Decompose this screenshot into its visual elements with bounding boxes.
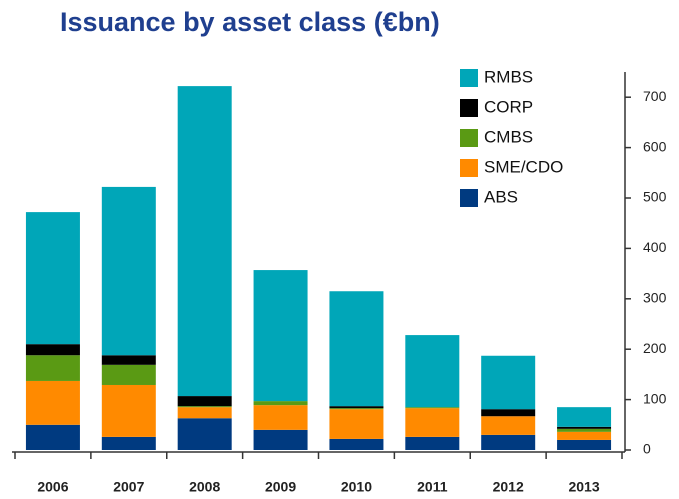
bar-segment [481, 355, 536, 410]
bar-segment [329, 408, 384, 410]
y-tick-label: 200 [643, 340, 667, 356]
bar-segment [405, 407, 460, 409]
bar-segment [25, 344, 80, 356]
bar-segment [177, 86, 232, 397]
y-tick-label: 700 [643, 88, 667, 104]
bar-segment [25, 424, 80, 450]
bar-segment [405, 408, 460, 437]
bar-segment [557, 439, 612, 450]
legend-label: ABS [484, 187, 518, 206]
x-tick-label: 2008 [189, 479, 220, 495]
legend-swatch [460, 129, 478, 147]
bar-segment [253, 401, 308, 406]
x-tick-label: 2009 [265, 479, 296, 495]
bar-segment [25, 212, 80, 345]
bar-segment [101, 436, 156, 450]
bar-segment [329, 291, 384, 407]
legend-swatch [460, 99, 478, 117]
bar-segment [253, 405, 308, 430]
x-tick-label: 2007 [113, 479, 144, 495]
bar-segment [177, 418, 232, 450]
legend-label: SME/CDO [484, 157, 563, 176]
legend-swatch [460, 69, 478, 87]
bar-segment [177, 396, 232, 407]
bar-segment [405, 335, 460, 408]
bar-segment [101, 355, 156, 365]
y-tick-label: 300 [643, 290, 667, 306]
x-tick-label: 2006 [37, 479, 68, 495]
bar-segment [329, 406, 384, 409]
bar-segment [253, 270, 308, 402]
bar-segment [329, 409, 384, 439]
x-tick-label: 2010 [341, 479, 372, 495]
bar-segment [481, 416, 536, 435]
x-tick-label: 2011 [417, 479, 448, 495]
legend-label: CORP [484, 97, 533, 116]
bar-segment [177, 407, 232, 419]
bar-segment [405, 436, 460, 450]
bar-segment [101, 384, 156, 437]
bar-segment [557, 407, 612, 427]
bar-segment [253, 429, 308, 450]
x-tick-label: 2013 [568, 479, 599, 495]
y-tick-label: 0 [643, 441, 651, 457]
y-tick-label: 600 [643, 138, 667, 154]
chart-title: Issuance by asset class (€bn) [60, 7, 440, 37]
bar-segment [25, 355, 80, 381]
y-tick-label: 500 [643, 189, 667, 205]
bar-segment [557, 431, 612, 440]
x-tick-label: 2012 [493, 479, 524, 495]
bar-segment [101, 186, 156, 356]
bar-segment [329, 438, 384, 450]
legend-swatch [460, 189, 478, 207]
legend-label: RMBS [484, 67, 533, 86]
legend-label: CMBS [484, 127, 533, 146]
y-tick-label: 400 [643, 239, 667, 255]
bar-segment [177, 406, 232, 408]
bar-segment [557, 428, 612, 432]
y-tick-label: 100 [643, 390, 667, 406]
bar-segment [481, 434, 536, 450]
legend-swatch [460, 159, 478, 177]
bar-segment [557, 426, 612, 429]
bar-segment [101, 364, 156, 385]
bar-segment [481, 409, 536, 417]
bar-segment [25, 380, 80, 425]
